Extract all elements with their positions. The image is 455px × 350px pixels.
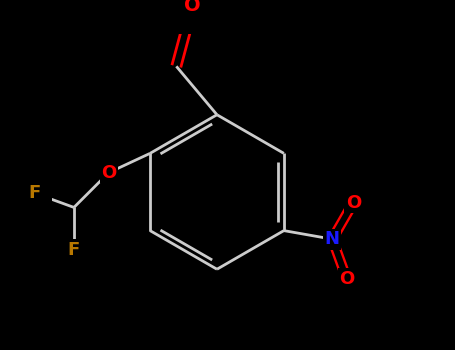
Text: O: O xyxy=(101,164,116,182)
Text: O: O xyxy=(339,270,354,288)
Text: O: O xyxy=(346,194,361,212)
Text: O: O xyxy=(184,0,201,15)
Text: N: N xyxy=(325,230,340,248)
Text: F: F xyxy=(68,240,80,259)
Text: F: F xyxy=(28,184,40,202)
